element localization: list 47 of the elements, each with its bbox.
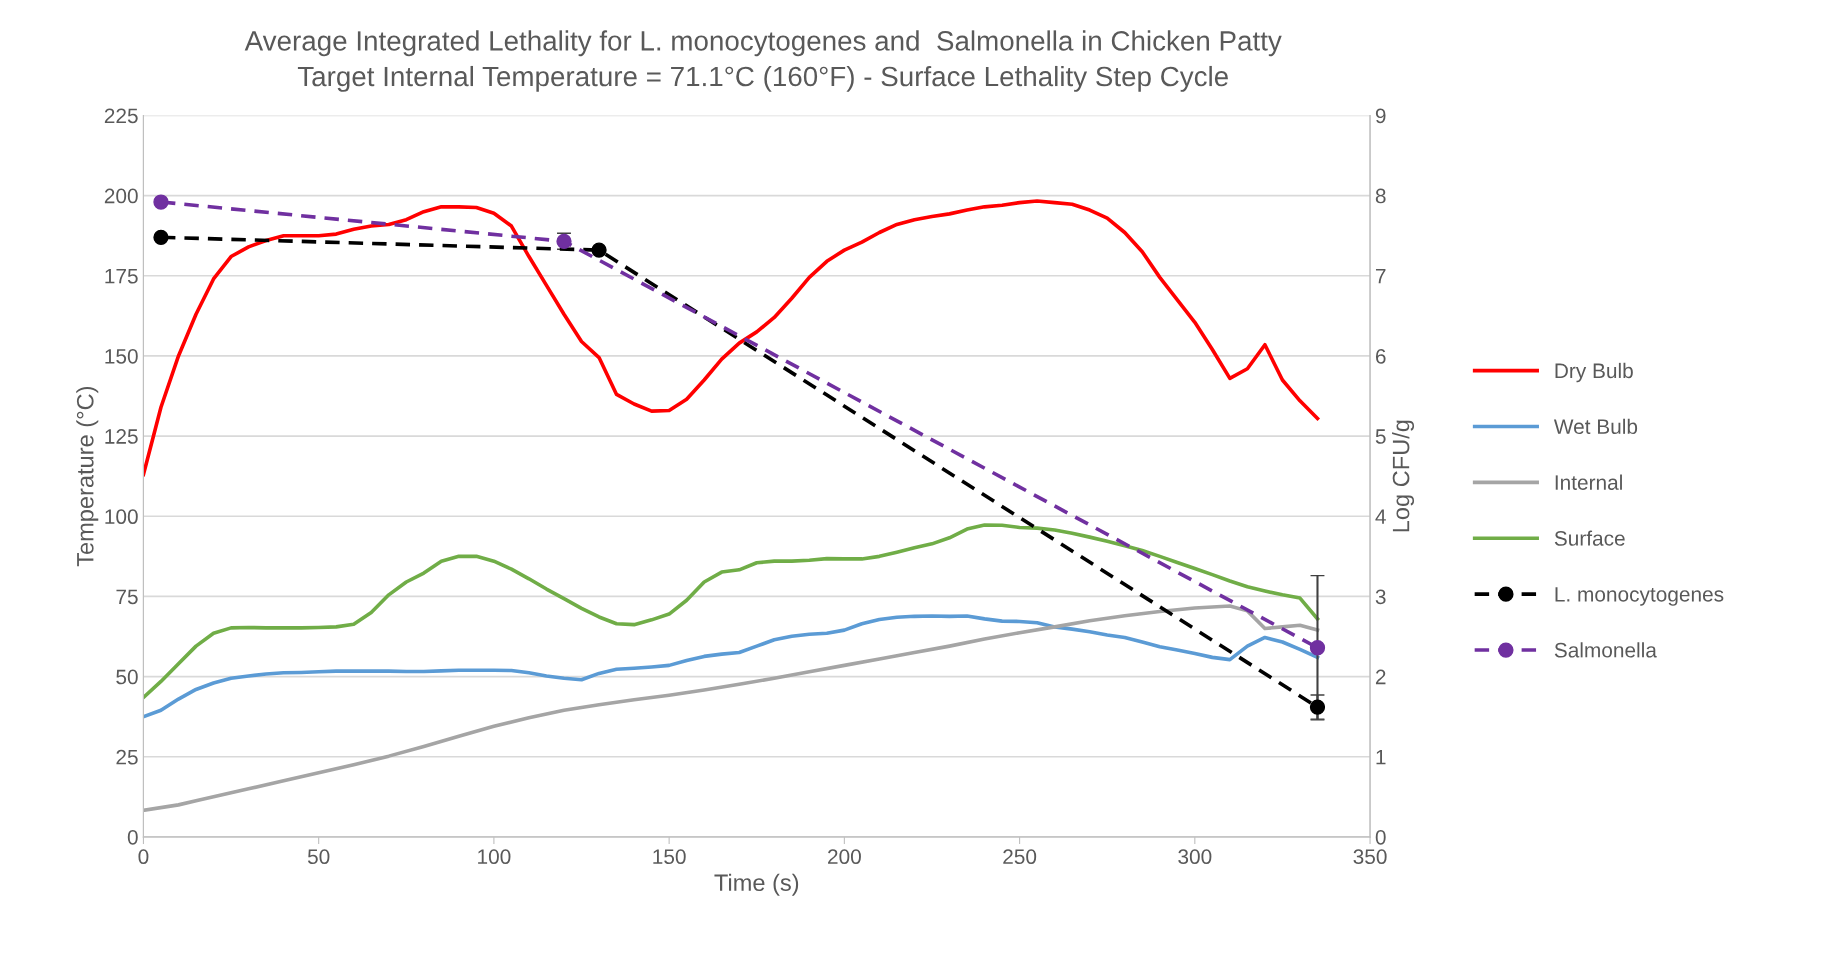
y-tick-label: 25 [116,749,138,765]
point [591,242,607,258]
y2-tick-label: 8 [1375,188,1386,204]
x-tick-label: 250 [1003,849,1037,865]
y-tick-label: 0 [127,829,138,845]
x-tick-label: 100 [478,849,511,865]
y2-tick-label: 2 [1375,669,1386,685]
y-tick-label: 50 [116,669,138,685]
y2-tick-label: 1 [1376,749,1386,765]
y-tick-label: 75 [116,589,138,605]
y-axis-title: Temperature (°C) [76,386,99,567]
chart-subtitle: Target Internal Temperature = 71.1°C (160°F) - Surface Lethality Step Cycle [297,65,1228,92]
point [1309,640,1326,656]
line-series [143,523,1320,700]
point [153,194,169,210]
legend-label: Internal [1555,474,1622,490]
x-tick-label: 150 [653,849,686,865]
x-tick-label: 50 [307,849,330,865]
legend-label: Dry Bulb [1555,362,1633,383]
legend-label: Wet Bulb [1553,418,1638,435]
y-tick-label: 125 [105,429,138,444]
y-tick-label: 150 [105,348,138,364]
x-tick-label: 200 [828,849,861,865]
legend-label: L. monocytogenes [1555,587,1724,606]
y2-tick-label: 3 [1375,589,1386,605]
x-tick-label: 350 [1353,849,1387,865]
y-tick-label: 175 [105,268,138,284]
x-axis-title: Time (s) [714,873,799,896]
y2-tick-label: 0 [1375,829,1386,845]
y2-axis-title: Log CFU/g [1392,420,1415,532]
y-tick-label: 100 [105,509,138,525]
line-series [143,604,1320,813]
y2-tick-label: 6 [1375,348,1386,364]
y2-tick-label: 4 [1375,509,1386,524]
point [153,229,169,245]
y2-tick-label: 5 [1375,429,1386,444]
y-tick-label: 200 [104,188,138,204]
x-tick-label: 300 [1178,849,1212,865]
legend-label: Surface [1554,530,1625,546]
y2-tick-label: 9 [1375,108,1386,124]
line-series [143,199,1320,477]
legend-label: Salmonella [1554,642,1657,658]
y-tick-label: 225 [104,108,138,124]
point [1309,699,1326,715]
x-tick-label: 0 [138,849,149,865]
y2-tick-label: 7 [1375,268,1386,284]
chart-title: Average Integrated Lethality for L. monocytogenes and Salmonella in Chicken Patty [244,30,1282,57]
